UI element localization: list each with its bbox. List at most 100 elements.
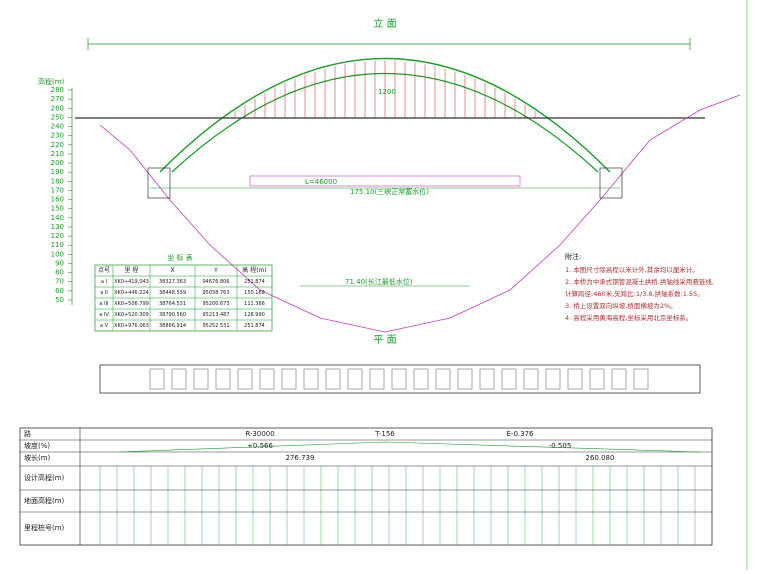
scale: 2802702602502402302202102001901801701601…	[51, 86, 72, 304]
elevation-title: 立 面	[373, 17, 396, 30]
grade-label: -0.505	[549, 442, 572, 450]
scale-tick-label: 210	[51, 150, 64, 158]
plan-beam	[457, 368, 473, 390]
scale-tick-label: 100	[51, 250, 64, 258]
note: 计算跨径:460米,矢跨比:1/3.8,拱轴系数:1.55。	[565, 289, 704, 298]
scale-tick-label: 250	[51, 113, 64, 121]
table-cell: 38764.531	[159, 301, 186, 307]
table-cell: 150.169	[244, 290, 265, 296]
table-cell: 95213.487	[202, 312, 229, 318]
plan-beam	[237, 368, 253, 390]
table-cell: 128.990	[244, 312, 265, 318]
table-cell: XK0+446.224	[114, 290, 149, 296]
span-box	[249, 175, 521, 187]
table-cell: 38327.363	[159, 279, 186, 285]
plan-beam	[149, 368, 165, 390]
plan-beam	[567, 368, 583, 390]
length-label: 276.739	[286, 454, 315, 462]
plan-beam	[303, 368, 319, 390]
notes-title: 附注:	[565, 252, 581, 261]
plan-beam	[545, 368, 561, 390]
plan-beam	[479, 368, 495, 390]
table-cell: 111.366	[244, 301, 265, 307]
note: 3. 桥上设置双向纵坡,桥面横坡为2%。	[565, 301, 677, 310]
grade-line	[119, 441, 701, 453]
scale-tick-label: 200	[51, 159, 64, 167]
table-header: 里 程	[125, 266, 139, 274]
crown-label: 1200	[378, 88, 396, 96]
coord-title: 坐 标 表	[167, 253, 192, 262]
plan-beam	[435, 368, 451, 390]
table-cell: XK0+506.799	[114, 301, 149, 307]
length-label: 260.080	[586, 454, 615, 462]
plan-beam	[193, 368, 209, 390]
span-label: L=46000	[305, 178, 337, 186]
note: 2. 本桥为中承式钢管混凝土拱桥,拱轴线采用悬链线,	[565, 277, 714, 286]
scale-tick-label: 180	[51, 177, 64, 185]
plan-beam	[325, 368, 341, 390]
profile-label: 里程桩号(m)	[24, 523, 65, 532]
plan-beam	[347, 368, 363, 390]
curve-label: E-0.376	[507, 430, 535, 438]
water-normal-label: 175.10(三峡正常蓄水位)	[350, 187, 429, 196]
table-cell: 94676.806	[202, 279, 229, 285]
scale-tick-label: 140	[51, 214, 64, 222]
profile-label: 坡度(%)	[24, 441, 50, 450]
plan-title: 平 面	[373, 335, 396, 346]
scale-tick-label: 170	[51, 186, 64, 194]
abutment	[599, 167, 623, 199]
scale-tick-label: 240	[51, 123, 64, 131]
scale-tick-label: 280	[51, 86, 64, 94]
scale-tick-label: 190	[51, 168, 64, 176]
plan-beam	[611, 368, 627, 390]
table-cell: 38448.539	[159, 290, 186, 296]
plan-beams	[149, 368, 649, 390]
table-cell: 95252.531	[202, 323, 229, 329]
notes: 附注: 1. 本图尺寸除高程以米计外,其余均以厘米计。 2. 本桥为中承式钢管混凝土…	[565, 252, 714, 322]
curve-label: T-156	[374, 430, 395, 438]
table-header: Y	[213, 267, 218, 274]
table-cell: a I	[101, 279, 107, 285]
table-cell: 95200.673	[202, 301, 229, 307]
plan-beam	[523, 368, 539, 390]
table-cell: 95038.763	[202, 290, 229, 296]
profile-label: 坡长(m)	[24, 453, 51, 462]
table-cell: XK0+419.043	[114, 279, 149, 285]
profile-table: 路坡度(%) 坡长(m) 设计高程(m) 地面高程(m) 里程桩号(m) R-30000 T…	[19, 427, 713, 546]
note: 1. 本图尺寸除高程以米计外,其余均以厘米计。	[565, 265, 699, 274]
plan-beam	[215, 368, 231, 390]
terrain	[99, 94, 741, 333]
scale-tick-label: 150	[51, 205, 64, 213]
scale-tick-label: 110	[51, 241, 64, 249]
plan-beam	[171, 368, 187, 390]
plan-beam	[281, 368, 297, 390]
table-cell: a III	[99, 301, 108, 307]
table-header: X	[170, 267, 174, 274]
scale-label: 高程(m)	[38, 77, 65, 86]
hangers	[234, 60, 536, 118]
table-cell: 251.874	[244, 279, 265, 285]
plan-beam	[633, 368, 649, 390]
plan-beam	[391, 368, 407, 390]
table-header: 点号	[98, 266, 110, 274]
water-low-label: 71.40(长江最低水位)	[345, 277, 413, 286]
grade-label: +0.566	[247, 442, 273, 450]
profile-border	[19, 427, 713, 546]
note: 4. 高程采用黄海高程,坐标采用北京坐标系。	[565, 313, 692, 322]
scale-tick-label: 220	[51, 141, 64, 149]
scale-tick-label: 260	[51, 104, 64, 112]
scale-tick-label: 160	[51, 196, 64, 204]
plan-beam	[589, 368, 605, 390]
table-cell: 38866.914	[159, 323, 186, 329]
scale-tick-label: 60	[55, 287, 64, 295]
table-cell: 38790.560	[159, 312, 186, 318]
scale-tick-label: 270	[51, 95, 64, 103]
curve-label: R-30000	[245, 430, 274, 438]
profile-label: 设计高程(m)	[24, 473, 65, 482]
profile-label: 地面高程(m)	[24, 496, 65, 505]
scale-tick-label: 70	[55, 278, 64, 286]
table-cell: a IV	[99, 312, 109, 318]
table-cell: 251.874	[244, 323, 265, 329]
scale-tick-label: 230	[51, 132, 64, 140]
table-cell: XK0+976.063	[114, 323, 149, 329]
